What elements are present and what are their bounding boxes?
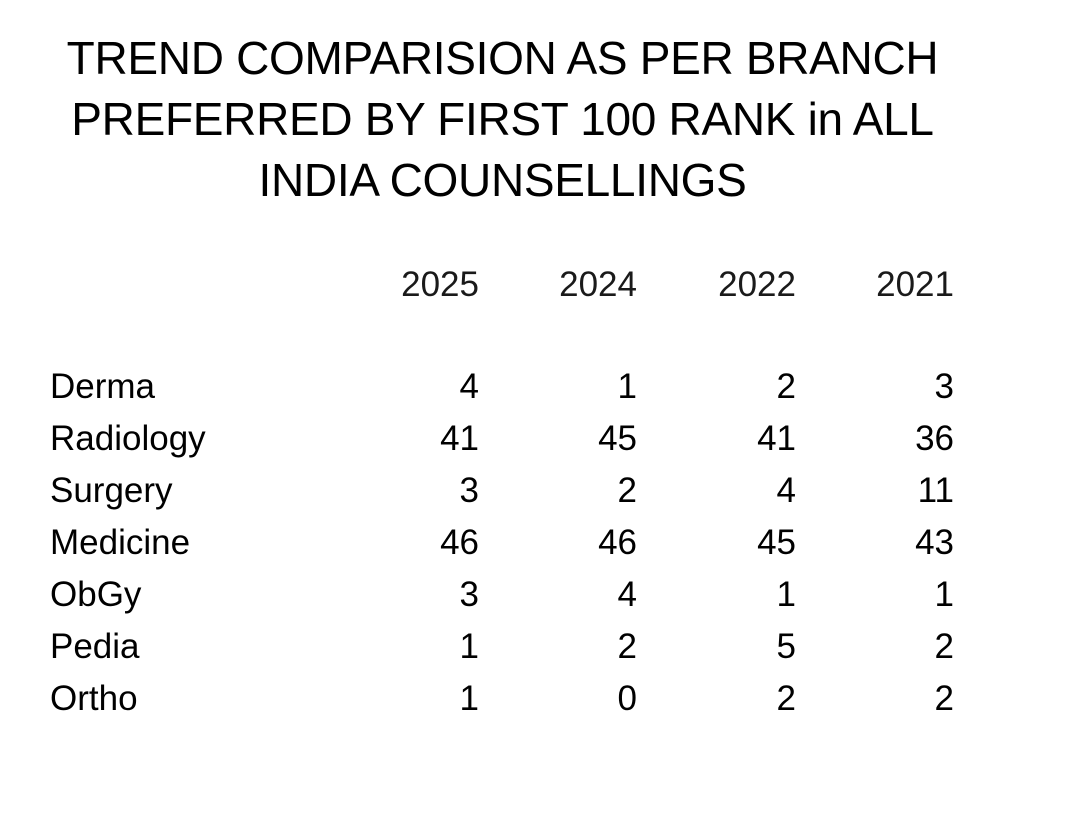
table-row: Pedia 1 2 5 2 [0, 624, 1080, 674]
title-line-3: INDIA COUNSELLINGS [258, 154, 747, 206]
table-cell: 0 [617, 679, 637, 718]
column-header-2022: 2022 [718, 265, 796, 304]
table-cell: 2 [934, 679, 954, 718]
table-row: Radiology 41 45 41 36 [0, 416, 1080, 466]
column-header-2025: 2025 [401, 265, 479, 304]
table-cell: 1 [459, 627, 479, 666]
table-cell: 41 [757, 419, 796, 458]
branch-label: Surgery [50, 471, 173, 510]
table-cell: 2 [617, 471, 637, 510]
table-cell: 43 [915, 523, 954, 562]
table-cell: 2 [617, 627, 637, 666]
table-cell: 4 [459, 367, 479, 406]
branch-label: Pedia [50, 627, 140, 666]
branch-label: Ortho [50, 679, 138, 718]
table-cell: 36 [915, 419, 954, 458]
branch-label: Medicine [50, 523, 191, 562]
table-header-row: 2025 2024 2022 2021 [0, 262, 1080, 312]
page-title: TREND COMPARISION AS PER BRANCH PREFERRE… [0, 28, 1005, 211]
table-cell: 45 [598, 419, 637, 458]
table-cell: 3 [934, 367, 954, 406]
title-line-1: TREND COMPARISION AS PER BRANCH [66, 32, 939, 84]
table-row: ObGy 3 4 1 1 [0, 572, 1080, 622]
branch-label: ObGy [50, 575, 142, 614]
table-cell: 2 [776, 679, 796, 718]
branch-label: Derma [50, 367, 156, 406]
table-cell: 3 [459, 575, 479, 614]
table-cell: 2 [934, 627, 954, 666]
table-cell: 4 [776, 471, 796, 510]
table-cell: 11 [917, 471, 954, 510]
table-row: Ortho 1 0 2 2 [0, 676, 1080, 726]
table-row: Derma 4 1 2 3 [0, 364, 1080, 414]
table-cell: 1 [459, 679, 479, 718]
title-line-2: PREFERRED BY FIRST 100 RANK in ALL [71, 93, 934, 145]
table-cell: 2 [776, 367, 796, 406]
table-cell: 1 [617, 367, 637, 406]
table-row: Surgery 3 2 4 11 [0, 468, 1080, 518]
branch-label: Radiology [50, 419, 206, 458]
table-cell: 3 [459, 471, 479, 510]
column-header-2024: 2024 [559, 265, 637, 304]
table-cell: 46 [598, 523, 637, 562]
table-cell: 41 [440, 419, 479, 458]
table-cell: 45 [757, 523, 796, 562]
table-cell: 46 [440, 523, 479, 562]
table-cell: 4 [617, 575, 637, 614]
table-cell: 1 [934, 575, 954, 614]
table-cell: 5 [776, 627, 796, 666]
table-cell: 1 [776, 575, 796, 614]
column-header-2021: 2021 [876, 265, 954, 304]
table-row: Medicine 46 46 45 43 [0, 520, 1080, 570]
